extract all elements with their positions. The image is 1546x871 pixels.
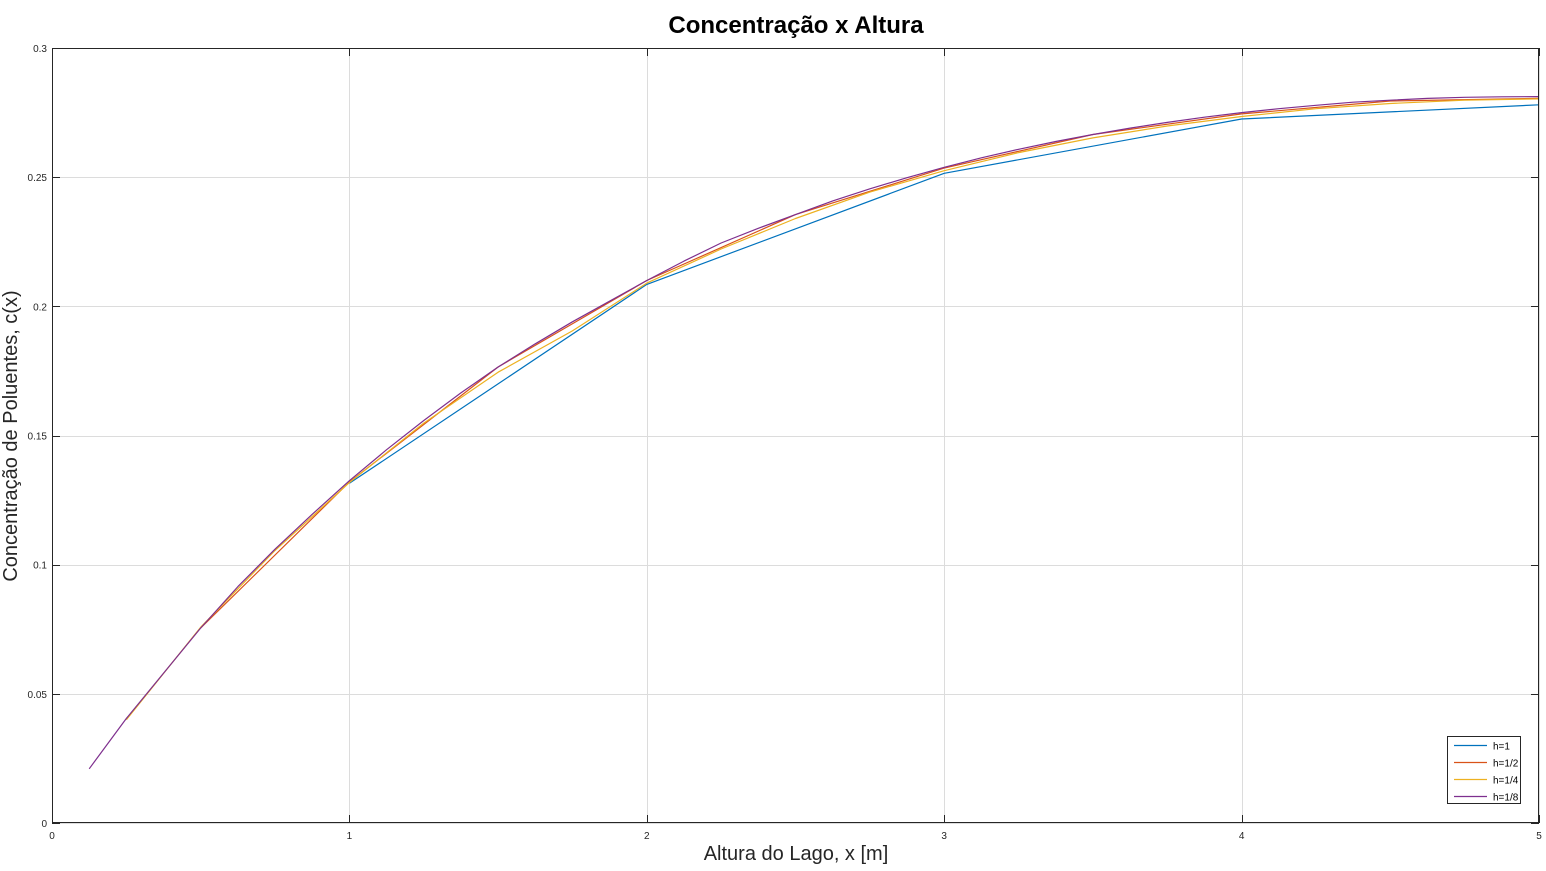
y-tick-label: 0.3 (33, 44, 47, 55)
series-line-h=1 (349, 104, 1540, 484)
series-line-h=1/2 (200, 97, 1540, 629)
y-axis-label: Concentração de Poluentes, c(x) (0, 290, 22, 581)
x-tick-label: 3 (941, 831, 947, 842)
y-tick-label: 0.2 (33, 302, 47, 313)
x-tick-label: 5 (1536, 831, 1542, 842)
legend-box (1447, 736, 1521, 804)
legend-label: h=1 (1493, 742, 1510, 753)
x-axis-label: Altura do Lago, x [m] (704, 843, 889, 865)
legend-label: h=1/4 (1493, 776, 1519, 787)
series-group (88, 96, 1540, 770)
x-tick-label: 4 (1239, 831, 1245, 842)
legend-label: h=1/2 (1493, 759, 1519, 770)
legend: h=1 h=1/2 h=1/4 h=1/8 (1447, 736, 1521, 804)
y-tick-label: 0.25 (28, 173, 48, 184)
series-line-h=1/8 (88, 96, 1540, 770)
y-tick-label: 0.1 (33, 561, 47, 572)
x-tick-label: 1 (347, 831, 353, 842)
series-line-h=1/4 (125, 98, 1540, 721)
x-tick-label: 2 (644, 831, 650, 842)
y-tick-label: 0.05 (28, 690, 48, 701)
legend-label: h=1/8 (1493, 793, 1519, 804)
x-tick-label: 0 (49, 831, 55, 842)
chart-title: Concentração x Altura (668, 12, 924, 39)
ticks: 0 1 2 3 4 5 0 0.05 0.1 0.15 0.2 0.25 0.3 (28, 44, 1543, 842)
plot-frame (52, 48, 1539, 823)
grid (52, 48, 1540, 824)
plot-area (52, 48, 1539, 823)
y-tick-label: 0.15 (28, 432, 48, 443)
y-tick-label: 0 (41, 819, 47, 830)
